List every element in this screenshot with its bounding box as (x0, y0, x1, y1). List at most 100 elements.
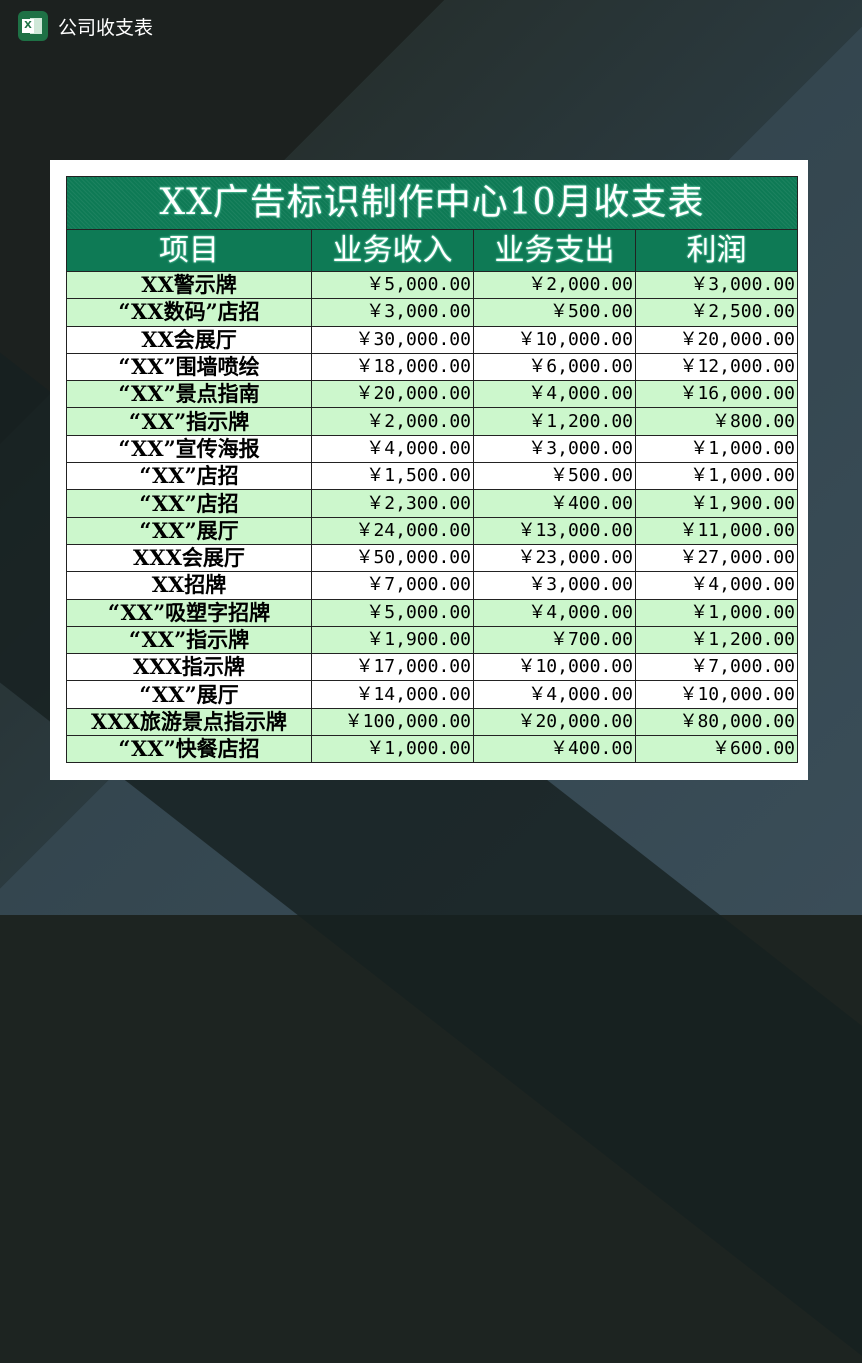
table-row: “XX”吸塑字招牌 ￥5,000.00 ￥4,000.00 ￥1,000.00 (66, 598, 798, 627)
excel-icon: X (18, 11, 48, 41)
item-cell[interactable]: “XX”店招 (66, 462, 312, 491)
item-cell[interactable]: “XX”吸塑字招牌 (66, 598, 312, 627)
expense-cell[interactable]: ￥20,000.00 (473, 707, 636, 737)
table-row: “XX”宣传海报 ￥4,000.00 ￥3,000.00 ￥1,000.00 (66, 434, 798, 464)
expense-cell[interactable]: ￥500.00 (473, 462, 636, 491)
profit-cell[interactable]: ￥12,000.00 (635, 352, 798, 382)
income-cell[interactable]: ￥1,900.00 (311, 625, 474, 655)
profit-cell[interactable]: ￥1,200.00 (635, 625, 798, 655)
title-bar: X 公司收支表 (18, 11, 153, 41)
item-cell[interactable]: “XX”景点指南 (66, 380, 312, 409)
table-row: “XX”店招 ￥1,500.00 ￥500.00 ￥1,000.00 (66, 462, 798, 491)
profit-cell[interactable]: ￥4,000.00 (635, 571, 798, 600)
profit-cell[interactable]: ￥80,000.00 (635, 707, 798, 737)
profit-cell[interactable]: ￥7,000.00 (635, 653, 798, 682)
income-cell[interactable]: ￥5,000.00 (311, 598, 474, 627)
expense-cell[interactable]: ￥500.00 (473, 298, 636, 327)
sheet-title: XX广告标识制作中心10月收支表 (66, 176, 798, 230)
expense-cell[interactable]: ￥10,000.00 (473, 653, 636, 682)
table-row: “XX”指示牌 ￥1,900.00 ￥700.00 ￥1,200.00 (66, 625, 798, 655)
profit-cell[interactable]: ￥2,500.00 (635, 298, 798, 327)
profit-cell[interactable]: ￥1,000.00 (635, 598, 798, 627)
table-row: XX会展厅 ￥30,000.00 ￥10,000.00 ￥20,000.00 (66, 325, 798, 354)
item-cell[interactable]: “XX”展厅 (66, 516, 312, 545)
table-row: XXX会展厅 ￥50,000.00 ￥23,000.00 ￥27,000.00 (66, 543, 798, 573)
expense-cell[interactable]: ￥400.00 (473, 489, 636, 518)
header-expense: 业务支出 (473, 229, 636, 272)
item-cell[interactable]: “XX”指示牌 (66, 407, 312, 436)
income-cell[interactable]: ￥14,000.00 (311, 680, 474, 709)
profit-cell[interactable]: ￥10,000.00 (635, 680, 798, 709)
item-cell[interactable]: “XX”店招 (66, 489, 312, 518)
income-cell[interactable]: ￥7,000.00 (311, 571, 474, 600)
item-cell[interactable]: “XX”围墙喷绘 (66, 352, 312, 382)
income-cell[interactable]: ￥3,000.00 (311, 298, 474, 327)
expense-cell[interactable]: ￥700.00 (473, 625, 636, 655)
expense-cell[interactable]: ￥3,000.00 (473, 434, 636, 464)
expense-cell[interactable]: ￥13,000.00 (473, 516, 636, 545)
table-row: XX招牌 ￥7,000.00 ￥3,000.00 ￥4,000.00 (66, 571, 798, 600)
expense-cell[interactable]: ￥3,000.00 (473, 571, 636, 600)
profit-cell[interactable]: ￥16,000.00 (635, 380, 798, 409)
table-row: XXX指示牌 ￥17,000.00 ￥10,000.00 ￥7,000.00 (66, 653, 798, 682)
income-cell[interactable]: ￥24,000.00 (311, 516, 474, 545)
item-cell[interactable]: “XX”展厅 (66, 680, 312, 709)
profit-cell[interactable]: ￥27,000.00 (635, 543, 798, 573)
income-cell[interactable]: ￥17,000.00 (311, 653, 474, 682)
table-row: “XX”指示牌 ￥2,000.00 ￥1,200.00 ￥800.00 (66, 407, 798, 436)
header-income: 业务收入 (311, 229, 474, 272)
item-cell[interactable]: XXX旅游景点指示牌 (66, 707, 312, 737)
table-row: “XX”景点指南 ￥20,000.00 ￥4,000.00 ￥16,000.00 (66, 380, 798, 409)
app-title: 公司收支表 (58, 16, 154, 39)
income-expense-table: XX广告标识制作中心10月收支表 项目 业务收入 业务支出 利润 XX警示牌 ￥5… (66, 176, 798, 764)
profit-cell[interactable]: ￥600.00 (635, 735, 798, 764)
spreadsheet-preview: XX广告标识制作中心10月收支表 项目 业务收入 业务支出 利润 XX警示牌 ￥5… (50, 160, 808, 780)
income-cell[interactable]: ￥100,000.00 (311, 707, 474, 737)
expense-cell[interactable]: ￥2,000.00 (473, 270, 636, 300)
item-cell[interactable]: “XX”快餐店招 (66, 735, 312, 764)
header-row: 项目 业务收入 业务支出 利润 (66, 229, 798, 272)
expense-cell[interactable]: ￥1,200.00 (473, 407, 636, 436)
profit-cell[interactable]: ￥20,000.00 (635, 325, 798, 354)
item-cell[interactable]: “XX”指示牌 (66, 625, 312, 655)
item-cell[interactable]: XX会展厅 (66, 325, 312, 354)
income-cell[interactable]: ￥5,000.00 (311, 270, 474, 300)
income-cell[interactable]: ￥2,000.00 (311, 407, 474, 436)
income-cell[interactable]: ￥2,300.00 (311, 489, 474, 518)
table-row: “XX”快餐店招 ￥1,000.00 ￥400.00 ￥600.00 (66, 735, 798, 764)
header-item: 项目 (66, 229, 312, 272)
expense-cell[interactable]: ￥4,000.00 (473, 598, 636, 627)
table-row: “XX”展厅 ￥14,000.00 ￥4,000.00 ￥10,000.00 (66, 680, 798, 709)
income-cell[interactable]: ￥4,000.00 (311, 434, 474, 464)
income-cell[interactable]: ￥20,000.00 (311, 380, 474, 409)
item-cell[interactable]: “XX”宣传海报 (66, 434, 312, 464)
income-cell[interactable]: ￥1,000.00 (311, 735, 474, 764)
profit-cell[interactable]: ￥1,000.00 (635, 462, 798, 491)
income-cell[interactable]: ￥1,500.00 (311, 462, 474, 491)
table-row: “XX数码”店招 ￥3,000.00 ￥500.00 ￥2,500.00 (66, 298, 798, 327)
table-row: “XX”展厅 ￥24,000.00 ￥13,000.00 ￥11,000.00 (66, 516, 798, 545)
table-row: “XX”围墙喷绘 ￥18,000.00 ￥6,000.00 ￥12,000.00 (66, 352, 798, 382)
item-cell[interactable]: XXX会展厅 (66, 543, 312, 573)
expense-cell[interactable]: ￥10,000.00 (473, 325, 636, 354)
expense-cell[interactable]: ￥4,000.00 (473, 680, 636, 709)
expense-cell[interactable]: ￥6,000.00 (473, 352, 636, 382)
income-cell[interactable]: ￥30,000.00 (311, 325, 474, 354)
header-profit: 利润 (635, 229, 798, 272)
item-cell[interactable]: XXX指示牌 (66, 653, 312, 682)
table-row: XX警示牌 ￥5,000.00 ￥2,000.00 ￥3,000.00 (66, 270, 798, 300)
income-cell[interactable]: ￥18,000.00 (311, 352, 474, 382)
expense-cell[interactable]: ￥400.00 (473, 735, 636, 764)
table-row: “XX”店招 ￥2,300.00 ￥400.00 ￥1,900.00 (66, 489, 798, 518)
profit-cell[interactable]: ￥3,000.00 (635, 270, 798, 300)
item-cell[interactable]: XX招牌 (66, 571, 312, 600)
profit-cell[interactable]: ￥1,900.00 (635, 489, 798, 518)
item-cell[interactable]: “XX数码”店招 (66, 298, 312, 327)
item-cell[interactable]: XX警示牌 (66, 270, 312, 300)
expense-cell[interactable]: ￥23,000.00 (473, 543, 636, 573)
expense-cell[interactable]: ￥4,000.00 (473, 380, 636, 409)
profit-cell[interactable]: ￥800.00 (635, 407, 798, 436)
income-cell[interactable]: ￥50,000.00 (311, 543, 474, 573)
profit-cell[interactable]: ￥1,000.00 (635, 434, 798, 464)
profit-cell[interactable]: ￥11,000.00 (635, 516, 798, 545)
